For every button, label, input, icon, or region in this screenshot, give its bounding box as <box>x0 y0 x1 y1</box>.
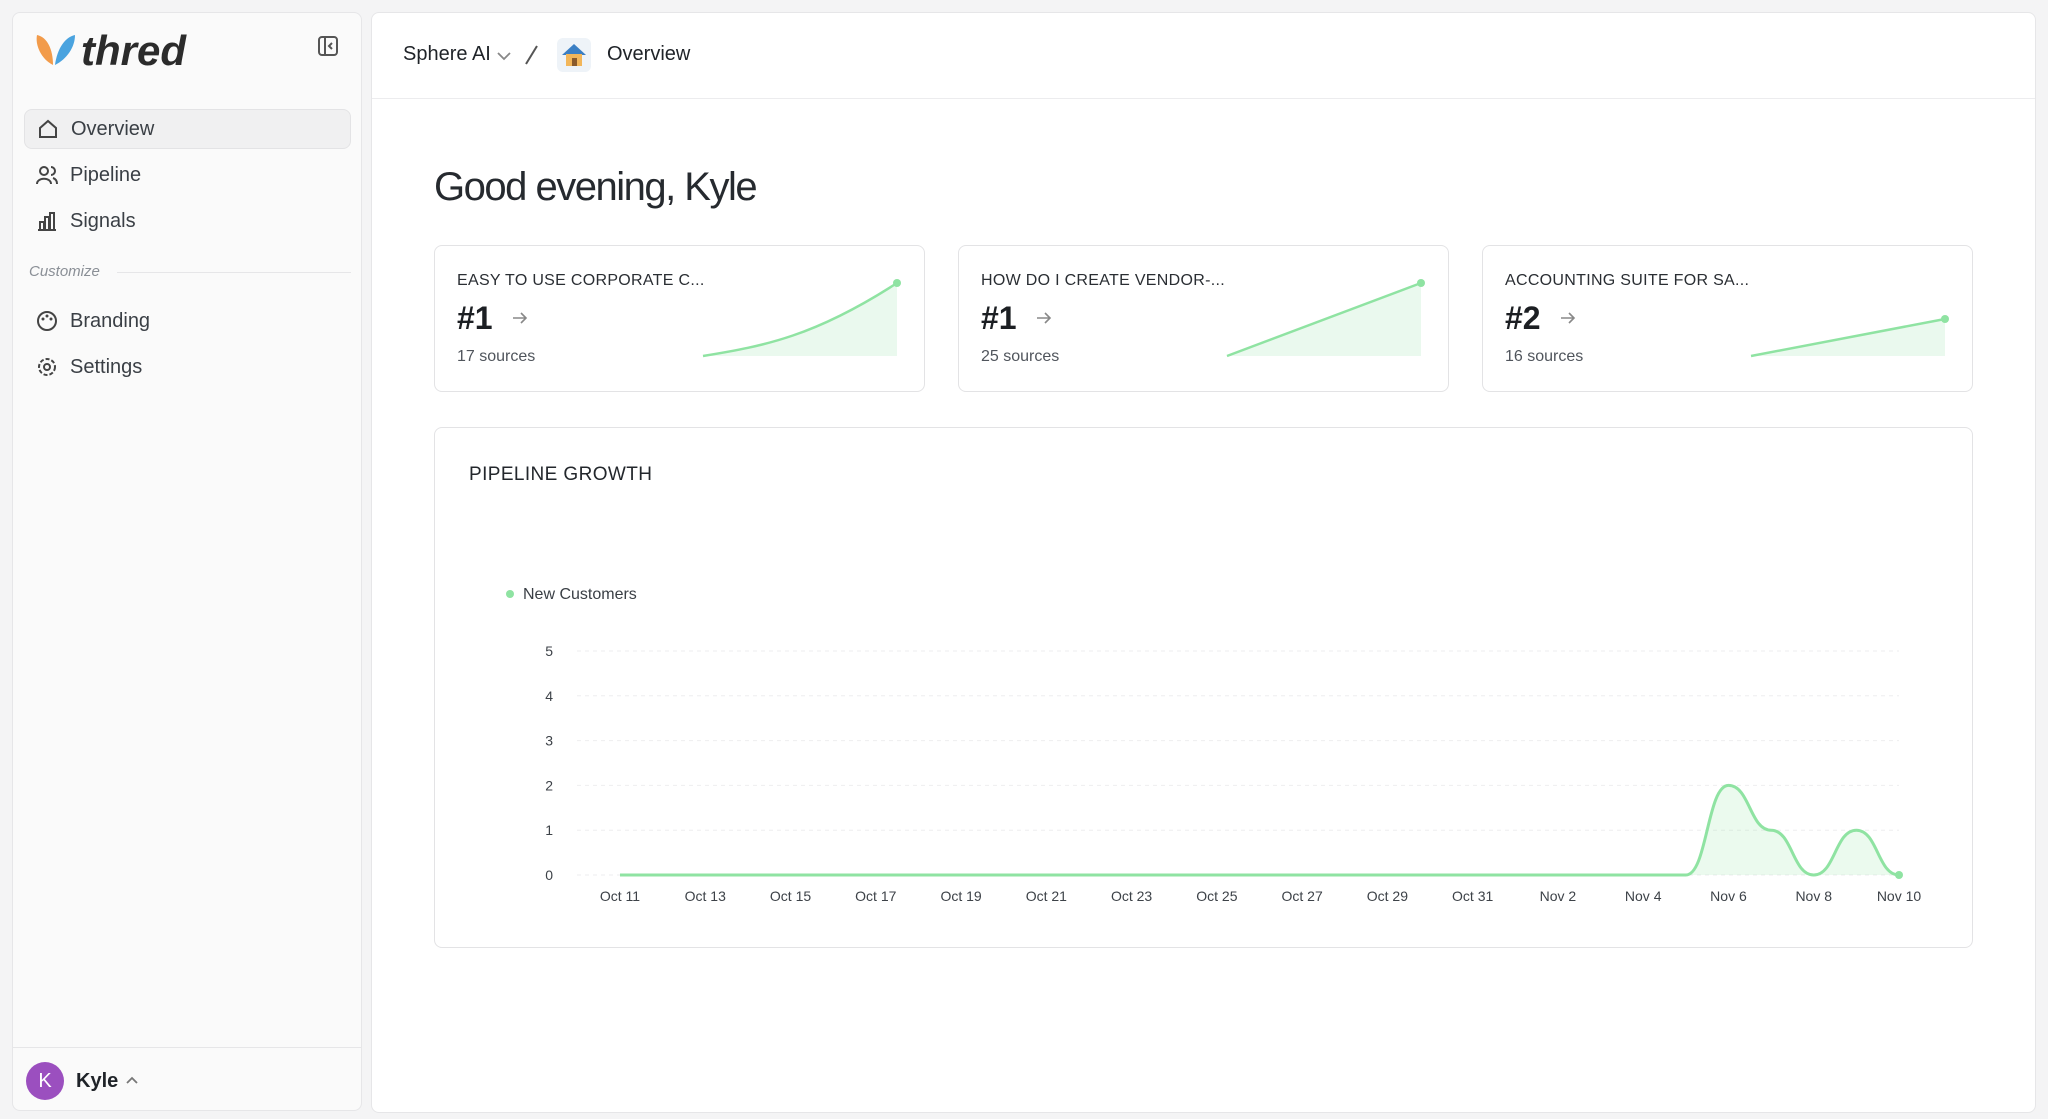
x-tick-label: Nov 4 <box>1625 888 1662 904</box>
sparkline <box>702 279 901 358</box>
nav-item[interactable]: Pipeline <box>24 155 351 195</box>
chart: 0 1 2 3 4 5 Oct 11 Oct 13 Oct 15 Oct 17 Oct 19 Oct … <box>506 586 1922 904</box>
nav-label: Signals <box>70 209 136 232</box>
y-tick-label: 0 <box>545 867 553 883</box>
nav-item[interactable]: Overview <box>24 109 351 149</box>
separator <box>525 45 538 65</box>
end-point <box>1895 871 1903 879</box>
query-card[interactable]: EASY TO USE CORPORATE C... #1 17 sources <box>434 245 925 392</box>
divider <box>117 272 351 273</box>
legend-label: New Customers <box>523 586 637 603</box>
query: EASY TO USE CORPORATE C... <box>457 272 705 289</box>
sources: 17 sources <box>457 348 536 365</box>
rank: #2 <box>1505 300 1541 336</box>
x-tick-label: Nov 8 <box>1795 888 1832 904</box>
area <box>620 785 1899 875</box>
x-tick-label: Nov 6 <box>1710 888 1747 904</box>
line <box>620 783 1900 877</box>
x-tick-label: Oct 23 <box>1111 888 1152 904</box>
query-card[interactable]: ACCOUNTING SUITE FOR SA... #2 16 sources <box>1482 245 1973 392</box>
rank: #1 <box>981 300 1017 336</box>
arrow <box>513 312 528 324</box>
y-tick-label: 5 <box>545 643 553 659</box>
nav-label: Branding <box>70 309 151 332</box>
divider <box>372 98 2035 99</box>
brand: thred <box>81 27 186 74</box>
x-tick-label: Oct 25 <box>1196 888 1237 904</box>
avatar[interactable]: K <box>26 1062 64 1100</box>
arrow <box>1561 312 1576 324</box>
chevron <box>126 1076 138 1084</box>
nav-label: Settings <box>70 355 143 378</box>
sources: 16 sources <box>1505 348 1584 365</box>
rank: #1 <box>457 300 493 336</box>
x-tick-label: Oct 11 <box>600 888 640 904</box>
x-tick-label: Oct 17 <box>855 888 896 904</box>
logo-icon <box>36 35 75 65</box>
legend-dot <box>506 590 514 598</box>
nav-item[interactable]: Settings <box>24 347 351 387</box>
y-tick-label: 3 <box>545 733 553 749</box>
y-tick-label: 1 <box>545 822 553 838</box>
divider <box>13 1047 361 1048</box>
sparkline <box>1750 315 1949 358</box>
sources: 25 sources <box>981 348 1060 365</box>
nav-item[interactable]: Signals <box>24 201 351 241</box>
sidebar: thred Overview Pipeline Signals Customiz… <box>12 12 362 1111</box>
x-tick-label: Nov 2 <box>1540 888 1577 904</box>
x-tick-label: Oct 31 <box>1452 888 1493 904</box>
page-icon <box>557 38 591 72</box>
query: HOW DO I CREATE VENDOR-... <box>981 272 1225 289</box>
x-tick-label: Oct 29 <box>1367 888 1408 904</box>
nav-label: Overview <box>71 117 155 140</box>
chart-title: PIPELINE GROWTH <box>469 464 653 485</box>
user-name[interactable]: Kyle <box>76 1070 119 1092</box>
x-tick-label: Nov 10 <box>1877 888 1922 904</box>
chevron <box>497 52 511 61</box>
greeting: Good evening, Kyle <box>434 165 758 209</box>
x-tick-label: Oct 27 <box>1282 888 1323 904</box>
collapse-button[interactable] <box>317 35 339 57</box>
x-tick-label: Oct 15 <box>770 888 811 904</box>
x-tick-label: Oct 13 <box>685 888 726 904</box>
nav-item[interactable]: Branding <box>24 301 351 341</box>
x-tick-label: Oct 19 <box>940 888 981 904</box>
x-tick-label: Oct 21 <box>1026 888 1067 904</box>
y-tick-label: 4 <box>545 688 553 704</box>
arrow <box>1037 312 1052 324</box>
sparkline <box>1226 279 1425 358</box>
nav-label: Pipeline <box>70 163 142 186</box>
chart-card: PIPELINE GROWTH 0 1 2 3 4 5 Oct 11 Oct 13 Oct 15… <box>434 427 1973 948</box>
query-card[interactable]: HOW DO I CREATE VENDOR-... #1 25 sources <box>958 245 1449 392</box>
page-name: Overview <box>607 43 691 65</box>
section-label: Customize <box>29 263 100 280</box>
workspace[interactable]: Sphere AI <box>403 43 491 65</box>
query: ACCOUNTING SUITE FOR SA... <box>1505 272 1750 289</box>
y-tick-label: 2 <box>545 777 553 793</box>
